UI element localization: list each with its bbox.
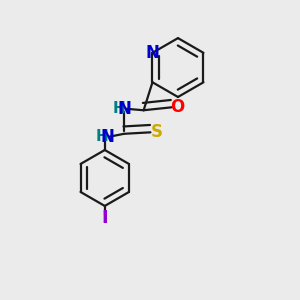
Text: N: N bbox=[101, 128, 115, 146]
Text: O: O bbox=[170, 98, 184, 116]
Text: S: S bbox=[150, 123, 162, 141]
Text: N: N bbox=[146, 44, 159, 62]
Text: H: H bbox=[112, 101, 125, 116]
Text: H: H bbox=[95, 129, 108, 144]
Text: I: I bbox=[101, 209, 108, 227]
Text: N: N bbox=[118, 100, 131, 118]
